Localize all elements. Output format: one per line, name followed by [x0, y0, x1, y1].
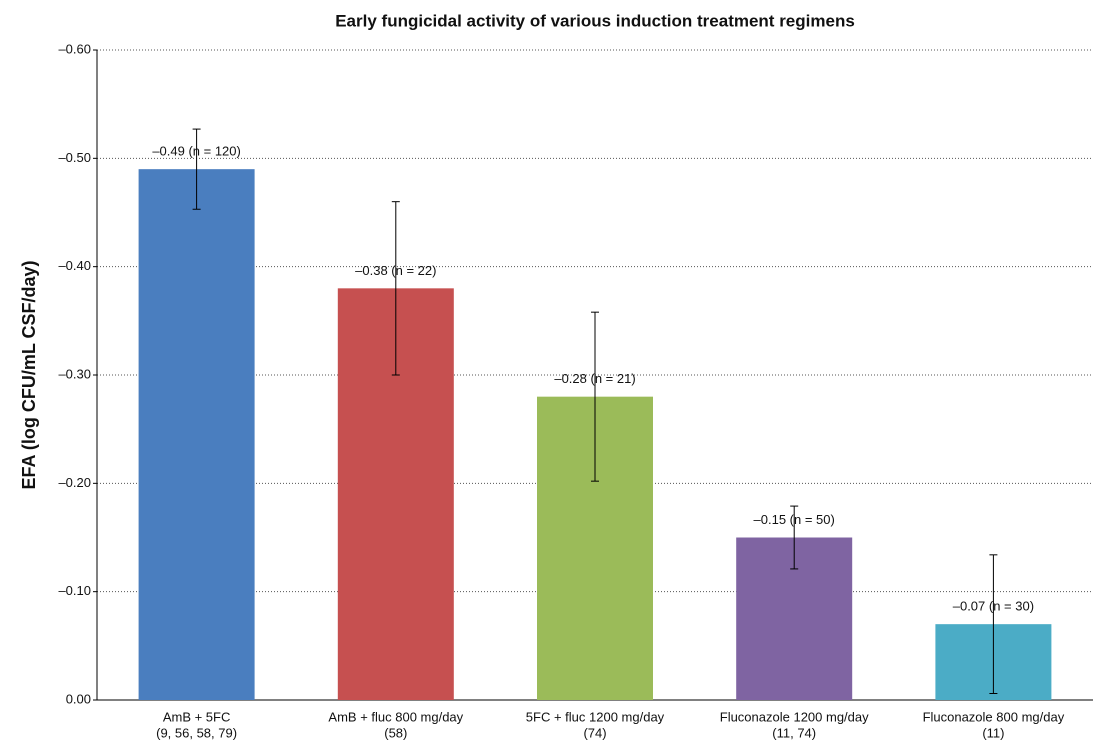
y-tick-label: –0.10 — [58, 583, 91, 598]
value-label: –0.38 (n = 22) — [355, 263, 436, 278]
value-label: –0.28 (n = 21) — [554, 371, 635, 386]
bar — [138, 169, 255, 700]
y-axis-label: EFA (log CFU/mL CSF/day) — [19, 260, 39, 489]
y-tick-label: –0.50 — [58, 150, 91, 165]
y-tick-label: –0.60 — [58, 41, 91, 56]
y-tick-label: 0.00 — [66, 691, 91, 706]
x-tick-label: (9, 56, 58, 79) — [156, 725, 237, 740]
x-tick-label: AmB + fluc 800 mg/day — [328, 709, 463, 724]
x-tick-label: (11, 74) — [772, 725, 816, 740]
value-label: –0.07 (n = 30) — [953, 599, 1034, 614]
x-tick-label: (58) — [384, 725, 407, 740]
y-tick-label: –0.20 — [58, 475, 91, 490]
x-tick-label: (74) — [583, 725, 606, 740]
chart-title: Early fungicidal activity of various ind… — [335, 11, 855, 30]
x-tick-label: 5FC + fluc 1200 mg/day — [526, 709, 665, 724]
x-tick-label: (11) — [982, 725, 1004, 740]
y-tick-label: –0.40 — [58, 258, 91, 273]
x-tick-label: Fluconazole 1200 mg/day — [720, 709, 869, 724]
x-tick-label: Fluconazole 800 mg/day — [923, 709, 1065, 724]
value-label: –0.49 (n = 120) — [152, 144, 241, 159]
value-label: –0.15 (n = 50) — [754, 512, 835, 527]
y-tick-label: –0.30 — [58, 366, 91, 381]
x-tick-label: AmB + 5FC — [163, 709, 231, 724]
